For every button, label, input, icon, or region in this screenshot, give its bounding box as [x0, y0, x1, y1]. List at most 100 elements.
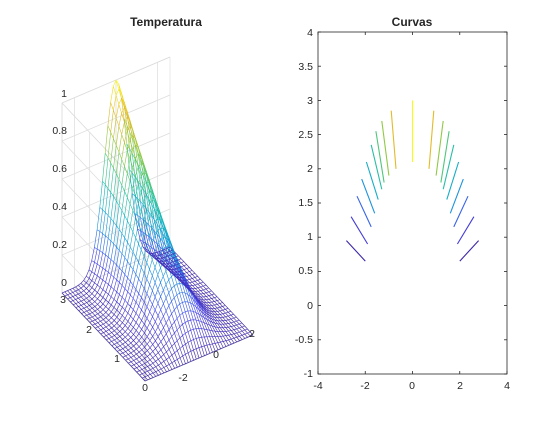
mesh-line	[92, 304, 95, 307]
mesh-line	[112, 336, 115, 338]
mesh-line	[111, 318, 114, 321]
mesh-line	[122, 254, 125, 258]
mesh-line	[128, 307, 131, 314]
mesh-line	[153, 367, 156, 369]
mesh-line	[188, 302, 191, 311]
mesh-line	[130, 266, 133, 270]
mesh-line	[214, 301, 217, 304]
mesh-line	[172, 298, 175, 302]
mesh-line	[111, 299, 114, 305]
mesh-line	[199, 338, 202, 347]
contour-y-tick-label: 2.5	[298, 129, 313, 141]
mesh-line	[164, 352, 167, 355]
mesh-line	[116, 201, 119, 206]
mesh-line	[239, 335, 242, 336]
mesh-line	[183, 333, 186, 335]
mesh-line	[98, 326, 101, 327]
mesh-line	[231, 318, 234, 319]
mesh-line	[95, 328, 98, 331]
mesh-line	[139, 306, 142, 310]
contour-x-tick-label: -4	[313, 380, 322, 392]
mesh-line	[231, 335, 234, 339]
mesh-line	[192, 273, 195, 274]
mesh-line	[100, 304, 103, 307]
mesh-line	[122, 285, 125, 288]
mesh-line	[95, 283, 98, 285]
mesh-line	[163, 276, 166, 284]
mesh-line	[164, 343, 167, 346]
mesh-line	[139, 371, 142, 374]
mesh-line	[180, 283, 183, 292]
mesh-line	[215, 308, 218, 309]
mesh-line	[210, 345, 213, 353]
mesh-line	[97, 266, 100, 276]
mesh-line	[178, 260, 181, 263]
mesh-line	[142, 314, 145, 320]
mesh-line	[158, 297, 161, 304]
mesh-line	[169, 306, 172, 314]
mesh-line	[98, 331, 101, 334]
mesh-line	[242, 334, 245, 335]
mesh-line	[139, 347, 142, 350]
mesh-line	[98, 299, 101, 302]
mesh-line	[122, 234, 125, 238]
mesh-line	[122, 166, 125, 185]
mesh-line	[84, 286, 87, 289]
mesh-line	[137, 372, 140, 375]
mesh-line	[119, 99, 122, 105]
mesh-line	[174, 322, 177, 330]
mesh-line	[95, 302, 98, 305]
surface-title: Temperatura	[130, 15, 202, 29]
mesh-line	[133, 274, 136, 285]
mesh-line	[237, 328, 240, 329]
mesh-line	[122, 216, 125, 234]
mesh-line	[112, 331, 115, 333]
mesh-line	[144, 279, 147, 289]
mesh-line	[184, 262, 187, 265]
mesh-line	[119, 250, 122, 254]
mesh-line	[97, 264, 100, 266]
mesh-line	[119, 295, 122, 298]
mesh-line	[150, 276, 153, 285]
mesh-line	[161, 332, 164, 338]
mesh-line	[201, 282, 204, 283]
mesh-line	[237, 325, 240, 328]
mesh-line	[198, 280, 201, 283]
mesh-line	[204, 346, 207, 355]
mesh-line	[73, 291, 76, 292]
mesh-line	[126, 360, 129, 363]
mesh-line	[78, 298, 81, 301]
mesh-line	[148, 370, 151, 371]
mesh-line	[81, 288, 84, 291]
mesh-line	[116, 95, 119, 104]
mesh-line	[123, 353, 126, 356]
mesh-line	[128, 362, 131, 363]
mesh-line	[237, 329, 240, 332]
mesh-line	[108, 257, 111, 260]
contour-title: Curvas	[392, 15, 433, 29]
mesh-line	[174, 295, 177, 298]
mesh-line	[185, 311, 188, 312]
mesh-line	[188, 351, 191, 353]
mesh-line	[140, 375, 143, 378]
mesh-line	[120, 344, 123, 346]
mesh-line	[183, 344, 186, 346]
mesh-line	[125, 326, 128, 329]
mesh-line	[188, 353, 191, 362]
mesh-line	[131, 324, 134, 327]
mesh-line	[175, 361, 178, 367]
mesh-line	[185, 332, 188, 334]
mesh-line	[196, 348, 199, 349]
mesh-line	[128, 331, 131, 334]
mesh-line	[175, 353, 178, 360]
mesh-line	[125, 340, 128, 342]
mesh-line	[174, 330, 177, 333]
mesh-line	[212, 331, 215, 337]
mesh-line	[228, 308, 231, 311]
mesh-line	[139, 350, 142, 352]
mesh-line	[76, 294, 79, 295]
mesh-line	[95, 299, 98, 302]
mesh-line	[114, 326, 117, 329]
mesh-line	[103, 307, 106, 310]
mesh-line	[198, 287, 201, 288]
